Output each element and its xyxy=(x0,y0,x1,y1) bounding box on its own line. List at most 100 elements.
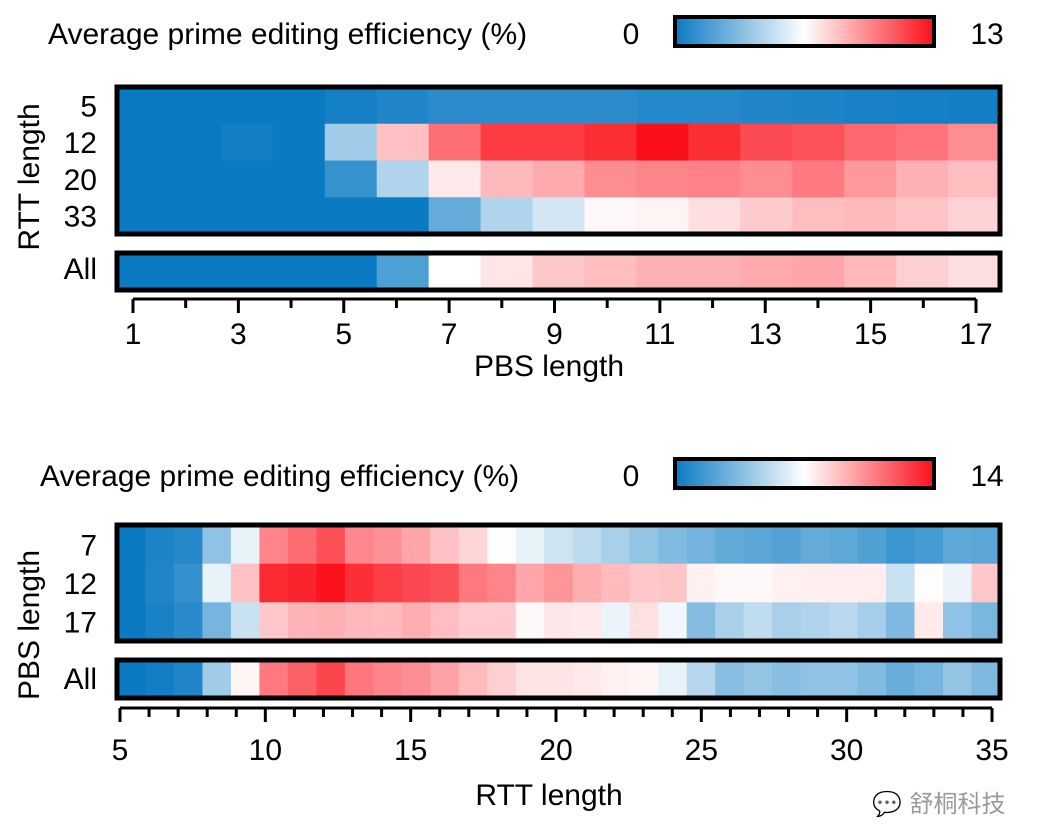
summary-cell xyxy=(324,253,378,290)
summary-cell xyxy=(220,253,274,290)
heatmap-cell xyxy=(829,602,859,642)
heatmap-cell xyxy=(948,160,1001,198)
heatmap-cell xyxy=(715,563,745,603)
heatmap-cell xyxy=(601,525,631,565)
heatmap-cell xyxy=(943,525,973,565)
summary-cell xyxy=(428,253,482,290)
heatmap-cell xyxy=(584,123,638,162)
heatmap-cell xyxy=(857,525,887,565)
heatmap-cell xyxy=(584,160,638,198)
heatmap-cell xyxy=(480,197,534,235)
heatmap-cell xyxy=(688,160,741,198)
heatmap-cell xyxy=(168,160,222,198)
heatmap-cell xyxy=(259,602,289,642)
heatmap-cell xyxy=(480,123,534,162)
heatmap-cell xyxy=(629,602,659,642)
summary-cell xyxy=(572,660,602,698)
summary-cell xyxy=(173,660,204,698)
heatmap-cell xyxy=(287,563,317,603)
heatmap-cell xyxy=(145,563,175,603)
heatmap-cell xyxy=(220,123,274,162)
heatmap-cell xyxy=(715,602,745,642)
row-label: 7 xyxy=(80,529,97,562)
heatmap-cell xyxy=(344,563,374,603)
heatmap-cell xyxy=(230,602,261,642)
heatmap-cell xyxy=(844,87,897,125)
heatmap-cell xyxy=(584,197,638,235)
colorbar-1-title: Average prime editing efficiency (%) xyxy=(48,18,527,51)
heatmap-cell xyxy=(428,87,482,125)
heatmap-cell xyxy=(629,563,659,603)
x-tick-label: 3 xyxy=(230,318,247,351)
heatmap-2-row-labels: 7 12 17 xyxy=(64,529,97,639)
heatmap-1-summary-cells xyxy=(117,253,1001,290)
summary-cell xyxy=(272,253,326,290)
heatmap-cell xyxy=(544,525,574,565)
colorbar-2-title: Average prime editing efficiency (%) xyxy=(40,460,519,493)
heatmap-cell xyxy=(772,602,802,642)
summary-cell xyxy=(430,660,460,698)
heatmap-2: Average prime editing efficiency (%) 0 1… xyxy=(13,457,1009,812)
summary-cell xyxy=(401,660,431,698)
heatmap-cell xyxy=(168,197,222,235)
heatmap-2-main-frame xyxy=(114,522,1003,644)
heatmap-cell xyxy=(792,160,845,198)
x-tick-label: 1 xyxy=(125,318,142,351)
summary-cell xyxy=(376,253,430,290)
heatmap-cell xyxy=(800,525,830,565)
heatmap-cell xyxy=(532,197,586,235)
heatmap-cell xyxy=(948,197,1001,235)
heatmap-1-main-cells xyxy=(117,87,1001,235)
heatmap-cell xyxy=(584,87,638,125)
summary-cell xyxy=(829,660,859,698)
heatmap-cell xyxy=(515,602,545,642)
summary-cell xyxy=(914,660,944,698)
heatmap-cell xyxy=(373,525,403,565)
heatmap-cell xyxy=(572,602,602,642)
summary-cell xyxy=(686,660,716,698)
row-label: 5 xyxy=(80,90,97,123)
summary-cell xyxy=(743,660,773,698)
summary-cell xyxy=(943,660,973,698)
heatmap-cell xyxy=(117,87,170,125)
summary-cell xyxy=(487,660,517,698)
heatmap-cell xyxy=(844,197,897,235)
heatmap-cell xyxy=(287,525,317,565)
heatmap-cell xyxy=(173,525,204,565)
heatmap-1-summary-label: All xyxy=(64,253,97,286)
summary-cell xyxy=(458,660,488,698)
heatmap-cell xyxy=(480,87,534,125)
heatmap-cell xyxy=(428,197,482,235)
heatmap-cell xyxy=(220,160,274,198)
heatmap-2-x-axis-label: RTT length xyxy=(475,779,622,812)
x-tick-label: 20 xyxy=(539,734,572,767)
heatmap-cell xyxy=(401,525,431,565)
heatmap-cell xyxy=(792,123,845,162)
summary-cell xyxy=(772,660,802,698)
heatmap-cell xyxy=(688,123,741,162)
heatmap-cell xyxy=(686,563,716,603)
x-tick-label: 7 xyxy=(441,318,458,351)
heatmap-cell xyxy=(272,123,326,162)
heatmap-cell xyxy=(658,563,688,603)
heatmap-1-x-ticks: 1 3 5 7 9 11 13 15 17 xyxy=(125,299,993,351)
heatmap-cell xyxy=(740,197,793,235)
heatmap-cell xyxy=(373,602,403,642)
summary-cell xyxy=(316,660,346,698)
heatmap-cell xyxy=(740,123,793,162)
row-label: 17 xyxy=(64,607,97,640)
summary-cell xyxy=(792,253,845,290)
summary-cell xyxy=(896,253,949,290)
heatmap-1-summary-frame xyxy=(114,250,1003,293)
colorbar-1-max-label: 13 xyxy=(970,18,1003,51)
heatmap-cell xyxy=(430,525,460,565)
heatmap-cell xyxy=(800,563,830,603)
row-label: 12 xyxy=(64,568,97,601)
summary-cell xyxy=(971,660,1001,698)
x-tick-label: 30 xyxy=(830,734,863,767)
heatmap-cell xyxy=(515,563,545,603)
summary-cell xyxy=(800,660,830,698)
heatmap-1-main-frame xyxy=(114,84,1003,237)
heatmap-cell xyxy=(943,563,973,603)
heatmap-cell xyxy=(376,123,430,162)
